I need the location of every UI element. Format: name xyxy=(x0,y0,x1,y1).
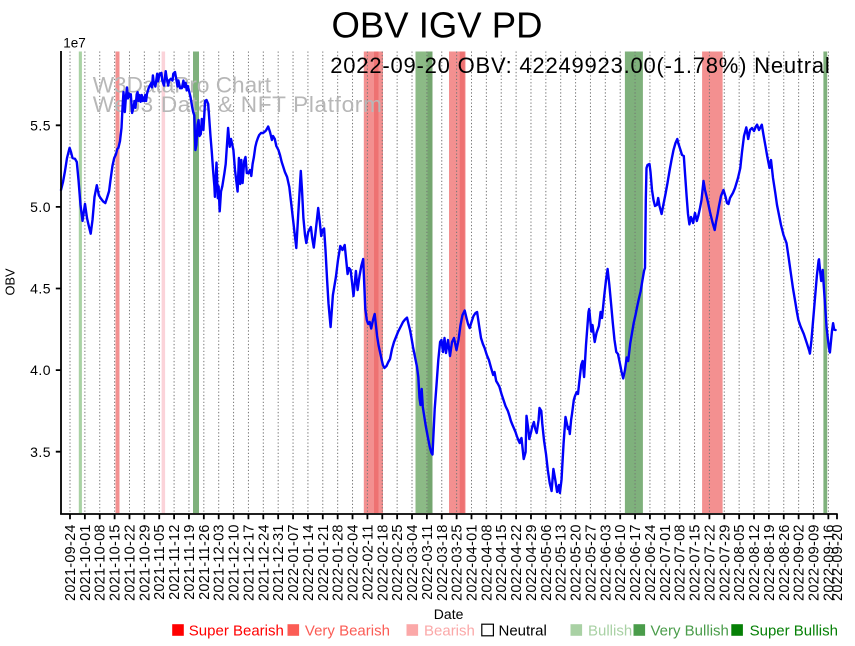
svg-text:2021-10-22: 2021-10-22 xyxy=(122,524,138,601)
svg-text:5.5: 5.5 xyxy=(30,117,51,133)
svg-text:Super Bearish: Super Bearish xyxy=(189,623,284,640)
svg-text:2021-12-24: 2021-12-24 xyxy=(256,524,272,601)
svg-text:2022-03-04: 2022-03-04 xyxy=(405,524,421,601)
svg-text:2021-12-03: 2021-12-03 xyxy=(212,524,228,601)
svg-text:1e7: 1e7 xyxy=(63,35,86,50)
svg-text:2022-07-29: 2022-07-29 xyxy=(717,524,733,601)
svg-text:2022-02-04: 2022-02-04 xyxy=(346,524,362,601)
svg-text:2022-09-02: 2022-09-02 xyxy=(792,524,808,601)
svg-text:2022-05-06: 2022-05-06 xyxy=(539,524,555,601)
svg-text:2022-03-11: 2022-03-11 xyxy=(420,524,436,600)
svg-text:Date: Date xyxy=(434,606,464,622)
svg-text:2021-11-05: 2021-11-05 xyxy=(152,524,168,600)
svg-text:2022-07-15: 2022-07-15 xyxy=(688,524,704,601)
svg-text:2022-09-09: 2022-09-09 xyxy=(807,524,823,601)
svg-text:Neutral: Neutral xyxy=(499,623,547,640)
svg-text:Bearish: Bearish xyxy=(424,623,475,640)
svg-text:2022-08-19: 2022-08-19 xyxy=(762,524,778,601)
svg-text:2021-12-10: 2021-12-10 xyxy=(227,524,243,601)
svg-text:Very Bearish: Very Bearish xyxy=(305,623,390,640)
svg-text:2022-09-20 OBV: 42249923.00(-1: 2022-09-20 OBV: 42249923.00(-1.78%) Neut… xyxy=(330,53,830,78)
svg-text:2022-01-07: 2022-01-07 xyxy=(286,524,302,601)
svg-text:2022-09-16: 2022-09-16 xyxy=(821,524,837,601)
svg-text:2022-05-13: 2022-05-13 xyxy=(554,524,570,601)
svg-text:2022-06-03: 2022-06-03 xyxy=(598,524,614,601)
svg-text:2022-07-08: 2022-07-08 xyxy=(673,524,689,601)
svg-text:OBV: OBV xyxy=(3,268,18,295)
svg-text:2022-06-10: 2022-06-10 xyxy=(613,524,629,601)
svg-text:2022-09-20: 2022-09-20 xyxy=(830,524,846,601)
svg-text:4.5: 4.5 xyxy=(30,281,51,297)
svg-text:2022-01-14: 2022-01-14 xyxy=(301,524,317,601)
svg-text:2022-05-20: 2022-05-20 xyxy=(569,524,585,601)
svg-text:2021-11-26: 2021-11-26 xyxy=(197,524,213,600)
svg-text:2022-01-28: 2022-01-28 xyxy=(331,524,347,601)
svg-text:2022-07-01: 2022-07-01 xyxy=(658,524,674,601)
svg-text:2022-08-05: 2022-08-05 xyxy=(732,524,748,601)
svg-text:2022-07-22: 2022-07-22 xyxy=(702,524,718,601)
svg-text:2022-04-29: 2022-04-29 xyxy=(524,524,540,601)
svg-text:2021-10-08: 2021-10-08 xyxy=(93,524,109,601)
svg-text:2022-04-22: 2022-04-22 xyxy=(509,524,525,601)
svg-text:2022-05-27: 2022-05-27 xyxy=(583,524,599,601)
svg-text:2021-10-01: 2021-10-01 xyxy=(78,524,94,601)
svg-text:2021-11-19: 2021-11-19 xyxy=(182,524,198,600)
svg-text:2021-10-29: 2021-10-29 xyxy=(137,524,153,601)
svg-text:3.5: 3.5 xyxy=(30,444,51,460)
svg-text:2022-04-08: 2022-04-08 xyxy=(479,524,495,601)
svg-text:2022-01-21: 2022-01-21 xyxy=(316,524,332,601)
svg-text:2021-12-17: 2021-12-17 xyxy=(241,524,257,601)
svg-text:2022-02-11: 2022-02-11 xyxy=(360,524,376,600)
svg-text:Super Bullish: Super Bullish xyxy=(750,623,838,640)
svg-text:2021-11-12: 2021-11-12 xyxy=(167,524,183,600)
svg-text:2022-03-25: 2022-03-25 xyxy=(450,524,466,601)
svg-text:2021-10-15: 2021-10-15 xyxy=(108,524,124,601)
svg-text:2022-06-24: 2022-06-24 xyxy=(643,524,659,601)
svg-text:2021-12-31: 2021-12-31 xyxy=(271,524,287,601)
svg-text:2021-09-24: 2021-09-24 xyxy=(63,524,79,601)
svg-text:2022-02-25: 2022-02-25 xyxy=(390,524,406,601)
svg-text:4.0: 4.0 xyxy=(30,362,51,378)
svg-text:2022-04-01: 2022-04-01 xyxy=(464,524,480,601)
svg-text:2022-04-15: 2022-04-15 xyxy=(494,524,510,601)
svg-text:OBV IGV PD: OBV IGV PD xyxy=(332,5,543,46)
svg-text:2022-03-18: 2022-03-18 xyxy=(435,524,451,601)
svg-text:Bullish: Bullish xyxy=(588,623,632,640)
svg-text:2022-08-26: 2022-08-26 xyxy=(777,524,793,601)
svg-text:5.0: 5.0 xyxy=(30,199,51,215)
svg-text:Very Bullish: Very Bullish xyxy=(651,623,729,640)
svg-text:2022-02-18: 2022-02-18 xyxy=(375,524,391,601)
svg-text:2022-06-17: 2022-06-17 xyxy=(628,524,644,601)
svg-text:2022-08-12: 2022-08-12 xyxy=(747,524,763,601)
